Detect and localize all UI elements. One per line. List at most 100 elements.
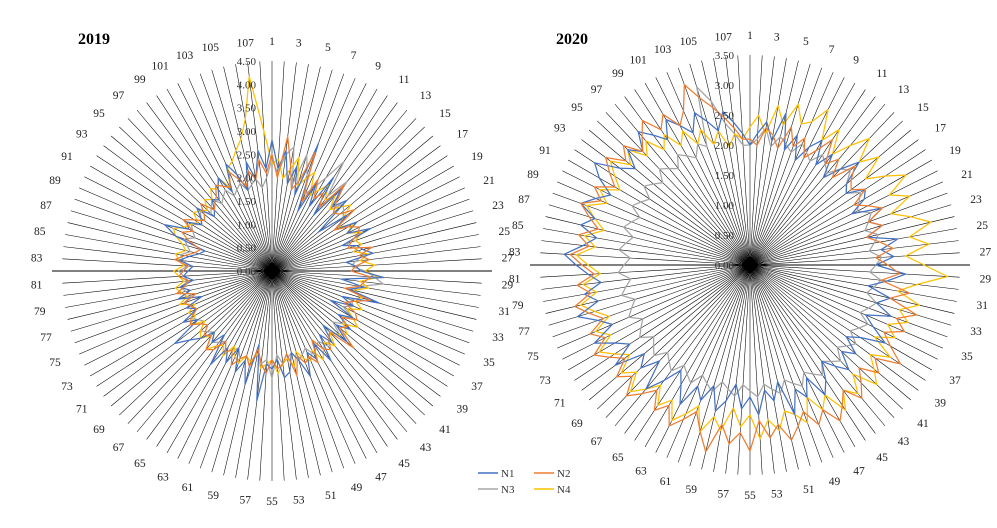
radar-spoke [271, 270, 455, 377]
radar-spoke [749, 58, 787, 266]
category-label: 29 [502, 279, 514, 291]
radar-spoke [188, 270, 273, 464]
radial-tick-label: 2.00 [237, 173, 257, 185]
radar-spoke [655, 77, 751, 266]
radar-spoke [749, 264, 856, 448]
category-label: 33 [970, 326, 982, 338]
radar-spoke [223, 66, 273, 272]
series-line-n2 [174, 135, 373, 377]
category-label: 57 [240, 494, 252, 506]
radar-spoke [749, 149, 926, 266]
radar-spoke [749, 264, 948, 338]
radar-spoke [749, 103, 886, 266]
category-label: 61 [182, 482, 194, 494]
category-label: 99 [134, 74, 146, 86]
radar-spoke [545, 264, 751, 314]
category-label: 25 [499, 226, 511, 238]
radar-spoke [271, 73, 345, 272]
category-label: 7 [829, 44, 835, 56]
series-line-n2 [569, 83, 918, 453]
radar-spoke [749, 264, 787, 472]
radar-spoke [543, 264, 751, 302]
radar-spoke [247, 270, 273, 480]
radar-spoke [562, 170, 751, 266]
category-label: 5 [325, 42, 331, 54]
radar-spoke [271, 270, 474, 332]
radar-spoke [548, 264, 751, 326]
category-label: 15 [439, 108, 451, 120]
radar-spoke [749, 264, 959, 290]
radar-spoke [271, 135, 434, 272]
category-label: 23 [970, 194, 982, 206]
category-label: 21 [483, 175, 495, 187]
category-label: 73 [61, 381, 73, 393]
legend-label-n4: N4 [557, 484, 571, 496]
radar-spoke [749, 129, 912, 266]
category-label: 13 [898, 84, 910, 96]
radar-spoke [65, 234, 273, 272]
series-line-n4 [575, 103, 949, 440]
radar-spoke [713, 264, 751, 472]
category-label: 17 [935, 123, 947, 135]
radar-spoke [110, 270, 273, 407]
category-label: 107 [715, 32, 733, 44]
radar-spoke [588, 264, 751, 401]
category-label: 85 [34, 226, 46, 238]
radar-spoke [749, 264, 933, 371]
radar-spoke [271, 270, 398, 440]
radial-tick-label: 1.00 [715, 200, 735, 212]
radar-spoke [271, 270, 345, 469]
category-label: 73 [539, 375, 551, 387]
radial-tick-label: 1.00 [237, 219, 257, 231]
category-label: 27 [502, 253, 514, 265]
radar-panel-2019: 2019 0.00 0.50 1.00 1.50 2.00 2.50 3.00 3.50 4.00… [31, 31, 513, 508]
radar-spoke [271, 270, 470, 344]
category-label: 81 [509, 273, 521, 285]
category-label: 17 [457, 129, 469, 141]
series-line-n3 [617, 86, 883, 398]
category-label: 39 [457, 403, 469, 415]
category-label: 89 [527, 169, 539, 181]
category-label: 69 [93, 424, 105, 436]
radar-spoke [634, 89, 751, 266]
radar-spoke [89, 270, 273, 377]
center-marker [741, 256, 759, 274]
radar-spoke [188, 78, 273, 272]
category-label: 67 [591, 436, 603, 448]
radar-spoke [271, 270, 434, 407]
radar-spoke [146, 102, 273, 272]
category-label: 51 [803, 484, 815, 496]
radar-spoke [749, 264, 957, 302]
category-label: 45 [876, 452, 888, 464]
category-label: 11 [876, 68, 887, 80]
radar-spoke [655, 264, 751, 453]
radar-spoke [574, 149, 751, 266]
radar-spoke [749, 192, 948, 266]
category-label: 35 [483, 357, 495, 369]
category-label: 85 [512, 220, 524, 232]
radar-spoke [271, 270, 460, 366]
radar-spoke [166, 270, 273, 454]
radar-spoke [271, 270, 477, 320]
radar-spoke [749, 120, 903, 266]
category-label: 63 [635, 466, 647, 478]
radar-spoke [127, 118, 273, 272]
radar-spoke [713, 58, 751, 266]
category-label: 71 [76, 403, 88, 415]
category-label: 87 [40, 200, 52, 212]
radar-spoke [271, 102, 398, 272]
category-label: 35 [961, 351, 973, 363]
category-label: 99 [612, 68, 624, 80]
radar-spoke [749, 264, 895, 418]
radar-spoke [749, 159, 933, 266]
category-label: 45 [398, 458, 410, 470]
radar-spoke [271, 62, 297, 272]
radial-ticks: 0.00 0.50 1.00 1.50 2.00 2.50 3.00 3.50 [715, 50, 735, 272]
radar-spoke [119, 126, 273, 272]
radial-tick-label: 3.50 [237, 103, 257, 115]
category-label: 107 [237, 38, 255, 50]
radar-spoke [84, 270, 273, 366]
radar-spoke [541, 240, 751, 266]
category-label: 77 [518, 326, 530, 338]
